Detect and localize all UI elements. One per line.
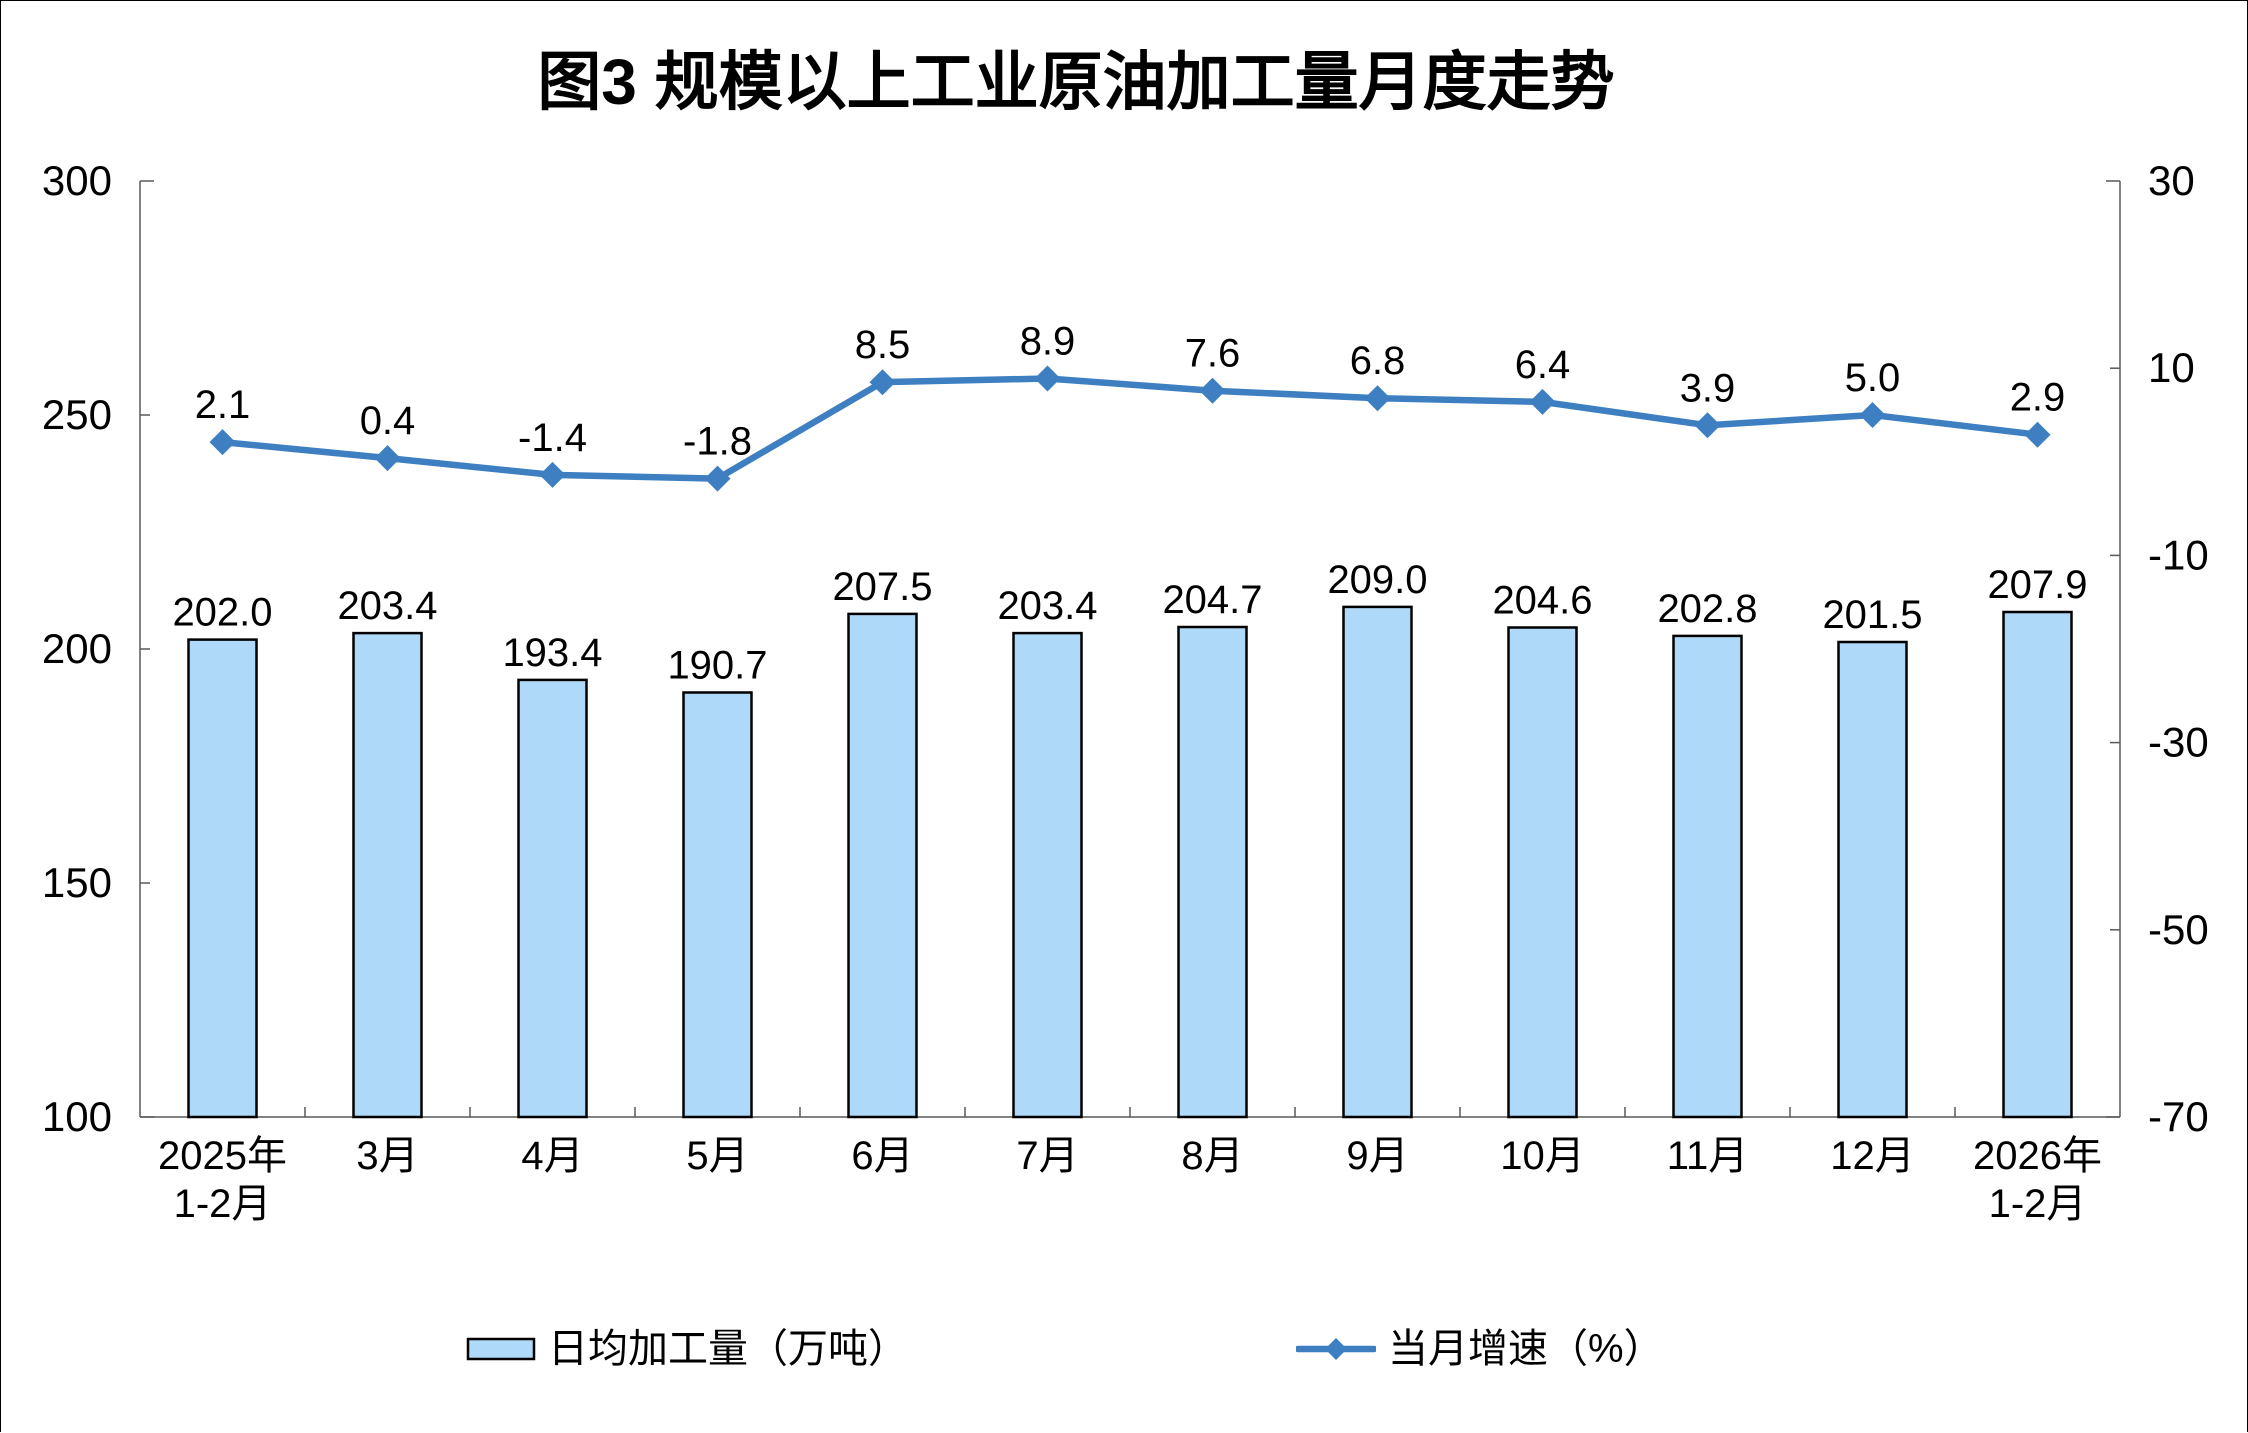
svg-text:-70: -70 (2148, 1093, 2209, 1140)
svg-text:7.6: 7.6 (1185, 332, 1241, 376)
svg-text:6.4: 6.4 (1515, 343, 1571, 387)
svg-text:201.5: 201.5 (1822, 593, 1922, 637)
svg-text:-10: -10 (2148, 531, 2209, 578)
svg-text:204.7: 204.7 (1162, 578, 1262, 622)
svg-text:6月: 6月 (851, 1134, 913, 1178)
svg-text:-30: -30 (2148, 719, 2209, 766)
svg-text:-50: -50 (2148, 906, 2209, 953)
svg-text:207.9: 207.9 (1987, 563, 2087, 607)
svg-text:8.5: 8.5 (855, 323, 911, 367)
svg-text:3.9: 3.9 (1680, 366, 1736, 410)
svg-text:193.4: 193.4 (502, 631, 602, 675)
svg-text:1-2月: 1-2月 (1989, 1182, 2087, 1226)
svg-text:203.4: 203.4 (337, 584, 437, 628)
svg-text:7月: 7月 (1016, 1134, 1078, 1178)
svg-text:2.9: 2.9 (2010, 376, 2066, 420)
svg-text:190.7: 190.7 (667, 644, 767, 688)
svg-text:2025年: 2025年 (158, 1134, 287, 1178)
svg-text:30: 30 (2148, 157, 2195, 204)
svg-text:202.0: 202.0 (172, 591, 272, 635)
svg-text:100: 100 (42, 1093, 112, 1140)
svg-text:0.4: 0.4 (360, 399, 416, 443)
svg-text:5.0: 5.0 (1845, 356, 1901, 400)
svg-text:207.5: 207.5 (832, 565, 932, 609)
svg-text:-1.4: -1.4 (518, 416, 587, 460)
svg-text:10月: 10月 (1500, 1134, 1585, 1178)
svg-text:300: 300 (42, 157, 112, 204)
svg-text:2026年: 2026年 (1973, 1134, 2102, 1178)
svg-text:4月: 4月 (521, 1134, 583, 1178)
svg-text:6.8: 6.8 (1350, 339, 1406, 383)
svg-text:11月: 11月 (1667, 1134, 1749, 1178)
svg-text:209.0: 209.0 (1327, 558, 1427, 602)
svg-text:8月: 8月 (1181, 1134, 1243, 1178)
svg-text:5月: 5月 (686, 1134, 748, 1178)
svg-text:203.4: 203.4 (997, 584, 1097, 628)
svg-text:1-2月: 1-2月 (174, 1182, 272, 1226)
svg-text:10: 10 (2148, 344, 2195, 391)
svg-text:12月: 12月 (1830, 1134, 1915, 1178)
svg-text:-1.8: -1.8 (683, 420, 752, 464)
svg-text:250: 250 (42, 391, 112, 438)
svg-text:200: 200 (42, 625, 112, 672)
svg-text:204.6: 204.6 (1492, 579, 1592, 623)
svg-text:3月: 3月 (356, 1134, 418, 1178)
svg-text:202.8: 202.8 (1657, 587, 1757, 631)
svg-text:9月: 9月 (1346, 1134, 1408, 1178)
svg-text:2.1: 2.1 (195, 383, 251, 427)
svg-text:150: 150 (42, 859, 112, 906)
svg-text:8.9: 8.9 (1020, 320, 1076, 364)
